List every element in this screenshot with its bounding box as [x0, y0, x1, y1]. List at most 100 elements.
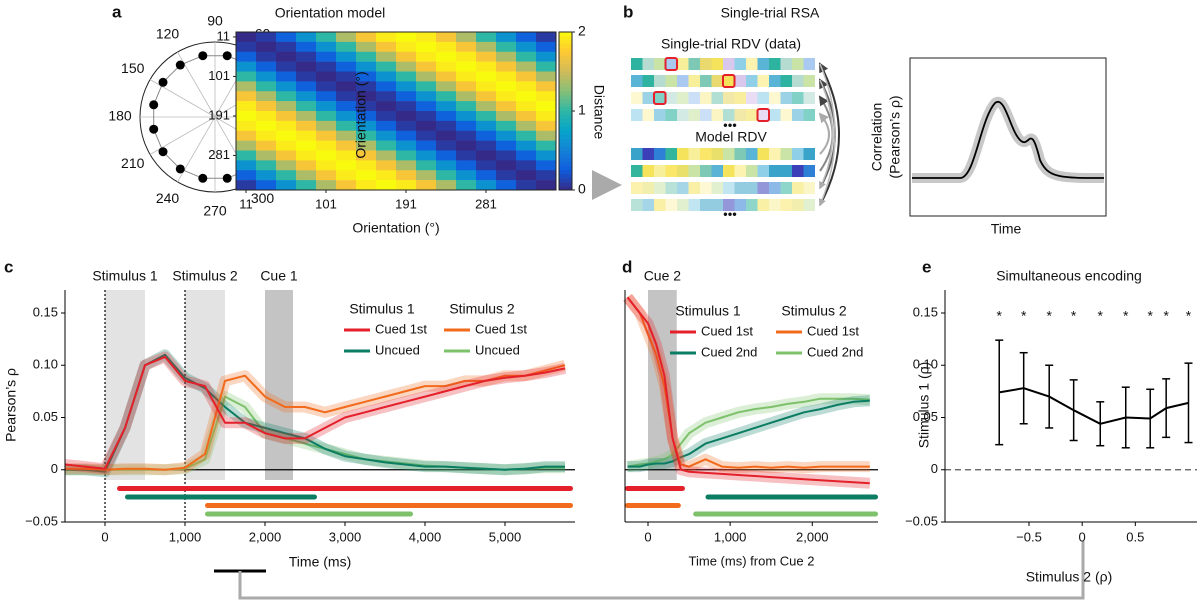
- heatmap-cell: [276, 91, 297, 102]
- colorbar-step: [559, 178, 572, 183]
- rdv-cell: [688, 199, 700, 211]
- rdv-cell: [723, 58, 735, 70]
- heatmap-cell: [456, 71, 477, 82]
- colorbar-step: [559, 134, 572, 139]
- heatmap-cell: [436, 120, 457, 132]
- significance-bar: [705, 494, 878, 500]
- rdv-cell: [700, 75, 712, 87]
- rdv-cell: [792, 109, 804, 121]
- heatmap-cell: [456, 140, 477, 151]
- rdv-cell: [700, 199, 712, 211]
- rdv-cell: [792, 75, 804, 87]
- legend-label: Uncued: [475, 342, 520, 357]
- heatmap-cell: [476, 130, 497, 141]
- rdv-cell: [711, 58, 723, 70]
- heatmap-cell: [516, 71, 537, 82]
- heatmap-cell: [416, 111, 437, 122]
- heatmap-cell: [536, 170, 557, 181]
- heatmap-cell: [376, 150, 397, 161]
- x-tick-label: 0: [101, 529, 108, 544]
- rdv-cell: [677, 165, 689, 177]
- heatmap-cell: [256, 32, 277, 43]
- heatmap-cell: [276, 51, 297, 62]
- rdv-cell: [792, 182, 804, 194]
- rdv-cell: [780, 92, 792, 104]
- heatmap-cell: [296, 130, 317, 141]
- heatmap-cell: [496, 150, 517, 161]
- heatmap-cell: [356, 140, 377, 151]
- heatmap-cell: [336, 180, 357, 191]
- rdv-cell: [723, 165, 735, 177]
- heatmap-cell: [436, 130, 457, 141]
- rdv-cell: [734, 182, 746, 194]
- heatmap-cell: [516, 160, 537, 171]
- heatmap-cell: [276, 111, 297, 122]
- rdv-cell: [700, 165, 712, 177]
- heatmap-cell: [376, 140, 397, 151]
- rdv-cell: [631, 75, 643, 87]
- correlation-line: [912, 100, 1105, 179]
- rdv-cell: [688, 92, 700, 104]
- rdv-cell: [746, 199, 758, 211]
- heatmap-cell: [476, 101, 497, 112]
- heatmap-cell: [496, 160, 517, 171]
- rdv-cell: [757, 75, 769, 87]
- heatmap-cell: [276, 130, 297, 141]
- heatmap-cell: [396, 81, 417, 92]
- panel-letter: a: [112, 2, 122, 21]
- heatmap-cell: [236, 61, 257, 72]
- heatmap-cell: [516, 111, 537, 122]
- heatmap-cell: [496, 51, 517, 62]
- rdv-cell: [654, 109, 666, 121]
- heatmap-cell: [476, 170, 497, 181]
- rdv-cell: [700, 58, 712, 70]
- heatmap-cell: [256, 130, 277, 141]
- rdv-cell: [711, 148, 723, 160]
- heatmap-cell: [536, 41, 557, 53]
- heatmap-cell: [536, 91, 557, 102]
- x-tick-label: 1,000: [169, 529, 202, 544]
- panel-letter: c: [4, 257, 13, 276]
- rdv-cell: [677, 182, 689, 194]
- colorbar-step: [559, 146, 572, 151]
- heatmap-cell: [496, 41, 517, 53]
- x-axis-label: Orientation (°): [352, 220, 439, 236]
- heatmap-cell: [436, 180, 457, 191]
- heatmap-cell: [296, 91, 317, 102]
- x-tick-label: 0: [644, 529, 651, 544]
- significance-star: *: [1046, 308, 1052, 324]
- rdv-cell: [654, 148, 666, 160]
- rdv-cell: [665, 165, 677, 177]
- x-tick-label: 2,000: [249, 529, 282, 544]
- heatmap-cell: [316, 170, 337, 181]
- colorbar-tick-label: 2: [578, 23, 586, 39]
- heatmap-cell: [476, 51, 497, 62]
- rdv-cell: [746, 182, 758, 194]
- y-tick-label: 0.15: [913, 304, 938, 319]
- heatmap-cell: [516, 81, 537, 92]
- heatmap-cell: [296, 101, 317, 112]
- rdv-cell: [631, 182, 643, 194]
- heatmap-cell: [396, 111, 417, 122]
- heatmap-cell: [316, 91, 337, 102]
- x-tick-label: 101: [315, 196, 337, 211]
- series-line: [64, 355, 566, 470]
- rdv-cell: [654, 58, 666, 70]
- y-tick-label: 101: [208, 68, 230, 83]
- heatmap-cell: [356, 32, 377, 43]
- heatmap-cell: [336, 111, 357, 122]
- y-axis-label: Stimulus 1 (ρ): [916, 362, 932, 449]
- heatmap-cell: [476, 32, 497, 43]
- heatmap-cell: [516, 130, 537, 141]
- rdv-cell: [757, 199, 769, 211]
- rdv-cell: [780, 75, 792, 87]
- x-axis-label: Time (ms): [289, 554, 351, 570]
- heatmap-cell: [536, 180, 557, 191]
- legend-label: Cued 1st: [701, 323, 753, 338]
- highlight: [722, 74, 736, 88]
- heatmap-cell: [376, 130, 397, 141]
- heatmap-cell: [336, 130, 357, 141]
- series-line: [627, 399, 870, 468]
- heatmap-cell: [236, 120, 257, 132]
- rdv-cell: [654, 199, 666, 211]
